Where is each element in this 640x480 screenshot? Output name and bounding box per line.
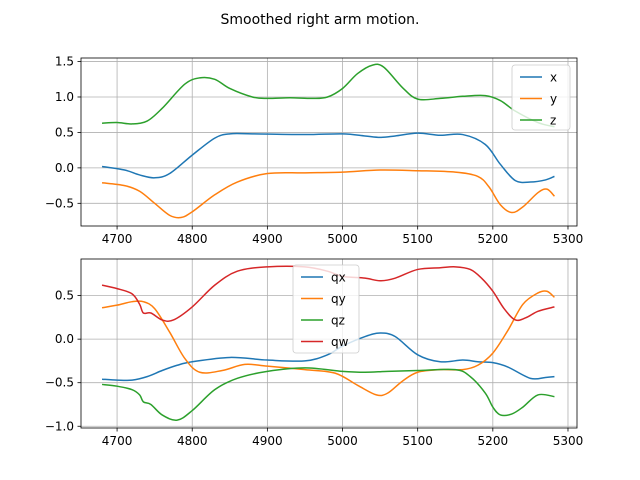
x-tick-label: 5300 xyxy=(553,232,584,246)
legend-label-qz: qz xyxy=(331,314,345,328)
x-tick-label: 4900 xyxy=(252,434,283,448)
legend-label-x: x xyxy=(550,71,557,85)
x-tick-label: 5200 xyxy=(478,434,509,448)
x-tick-label: 4700 xyxy=(102,232,133,246)
series-line-y xyxy=(101,169,555,219)
x-tick-label: 5100 xyxy=(402,434,433,448)
x-tick-label: 4800 xyxy=(177,232,208,246)
y-tick-label: 0.0 xyxy=(55,332,74,346)
y-tick-label: 1.5 xyxy=(55,55,74,69)
legend: qx qy qz qw xyxy=(292,264,360,354)
legend-label-qy: qy xyxy=(331,292,346,306)
y-tick-label: −1.0 xyxy=(45,419,74,433)
y-tick-label: −0.5 xyxy=(45,196,74,210)
figure-title: Smoothed right arm motion. xyxy=(221,12,420,28)
legend-box xyxy=(511,64,571,131)
x-tick-label: 4700 xyxy=(102,434,133,448)
legend-label-qx: qx xyxy=(331,271,346,285)
legend-box xyxy=(292,264,360,354)
subplot-orientation: 4700 4800 4900 5000 5100 5200 5300 −1.0 −0.5 0.0 0… xyxy=(45,258,584,448)
x-tick-label: 5000 xyxy=(327,434,358,448)
legend-label-z: z xyxy=(550,114,556,128)
x-tick-label: 5300 xyxy=(553,434,584,448)
y-tick-label: −0.5 xyxy=(45,376,74,390)
y-tick-label: 0.5 xyxy=(55,289,74,303)
x-tick-label: 4900 xyxy=(252,232,283,246)
y-tick-label: 0.0 xyxy=(55,161,74,175)
x-tick-label: 5200 xyxy=(478,232,509,246)
subplot-position: 4700 4800 4900 5000 5100 5200 5300 −0.5 0.0 0.5 1.… xyxy=(45,55,583,246)
legend-label-y: y xyxy=(550,92,557,106)
x-tick-label: 5100 xyxy=(402,232,433,246)
series-line-qy xyxy=(101,290,555,397)
series-line-x xyxy=(101,132,555,184)
x-tick-label: 4800 xyxy=(177,434,208,448)
legend-label-qw: qw xyxy=(331,335,349,349)
legend: xyz xyxy=(511,64,571,131)
axes-frame xyxy=(80,57,578,227)
y-tick-label: 0.5 xyxy=(55,125,74,139)
axes-frame xyxy=(80,258,578,429)
series-line-z xyxy=(102,63,555,128)
series-line-qz xyxy=(101,367,555,422)
y-tick-label: 1.0 xyxy=(55,90,74,104)
x-tick-label: 5000 xyxy=(327,232,358,246)
